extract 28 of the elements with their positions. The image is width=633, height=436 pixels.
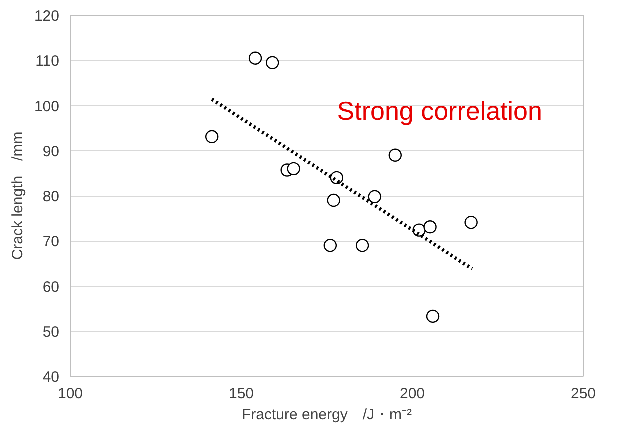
y-tick-label: 50 [42, 324, 60, 341]
y-tick-label: 90 [42, 143, 60, 160]
point [327, 194, 340, 208]
annotation: Strong correlation [337, 96, 542, 126]
y-tick-label: 120 [34, 8, 60, 25]
point [205, 130, 219, 144]
y-tick-label: 40 [42, 369, 60, 386]
x-tick-label: 250 [570, 386, 596, 402]
point [356, 239, 370, 252]
x-tick-label: 200 [400, 386, 426, 402]
point [464, 216, 478, 230]
y-tick-label: 110 [36, 53, 60, 70]
y-tick-label: 60 [42, 278, 60, 296]
point [368, 190, 382, 204]
point [388, 148, 402, 162]
y-tick-label: 100 [34, 98, 60, 116]
x-tick-label: 100 [58, 386, 84, 402]
x-tick-label: 150 [228, 386, 254, 402]
y-tick-label: 80 [42, 188, 60, 206]
point [424, 220, 437, 234]
point [426, 310, 440, 324]
y-tick-label: 70 [42, 234, 60, 251]
point [248, 52, 262, 65]
x-axis-title: Fracture energy /J・m⁻² [242, 406, 412, 424]
point [287, 162, 300, 176]
point [266, 56, 280, 70]
point [324, 239, 338, 252]
y-axis-title: Crack length /mm [9, 132, 26, 260]
